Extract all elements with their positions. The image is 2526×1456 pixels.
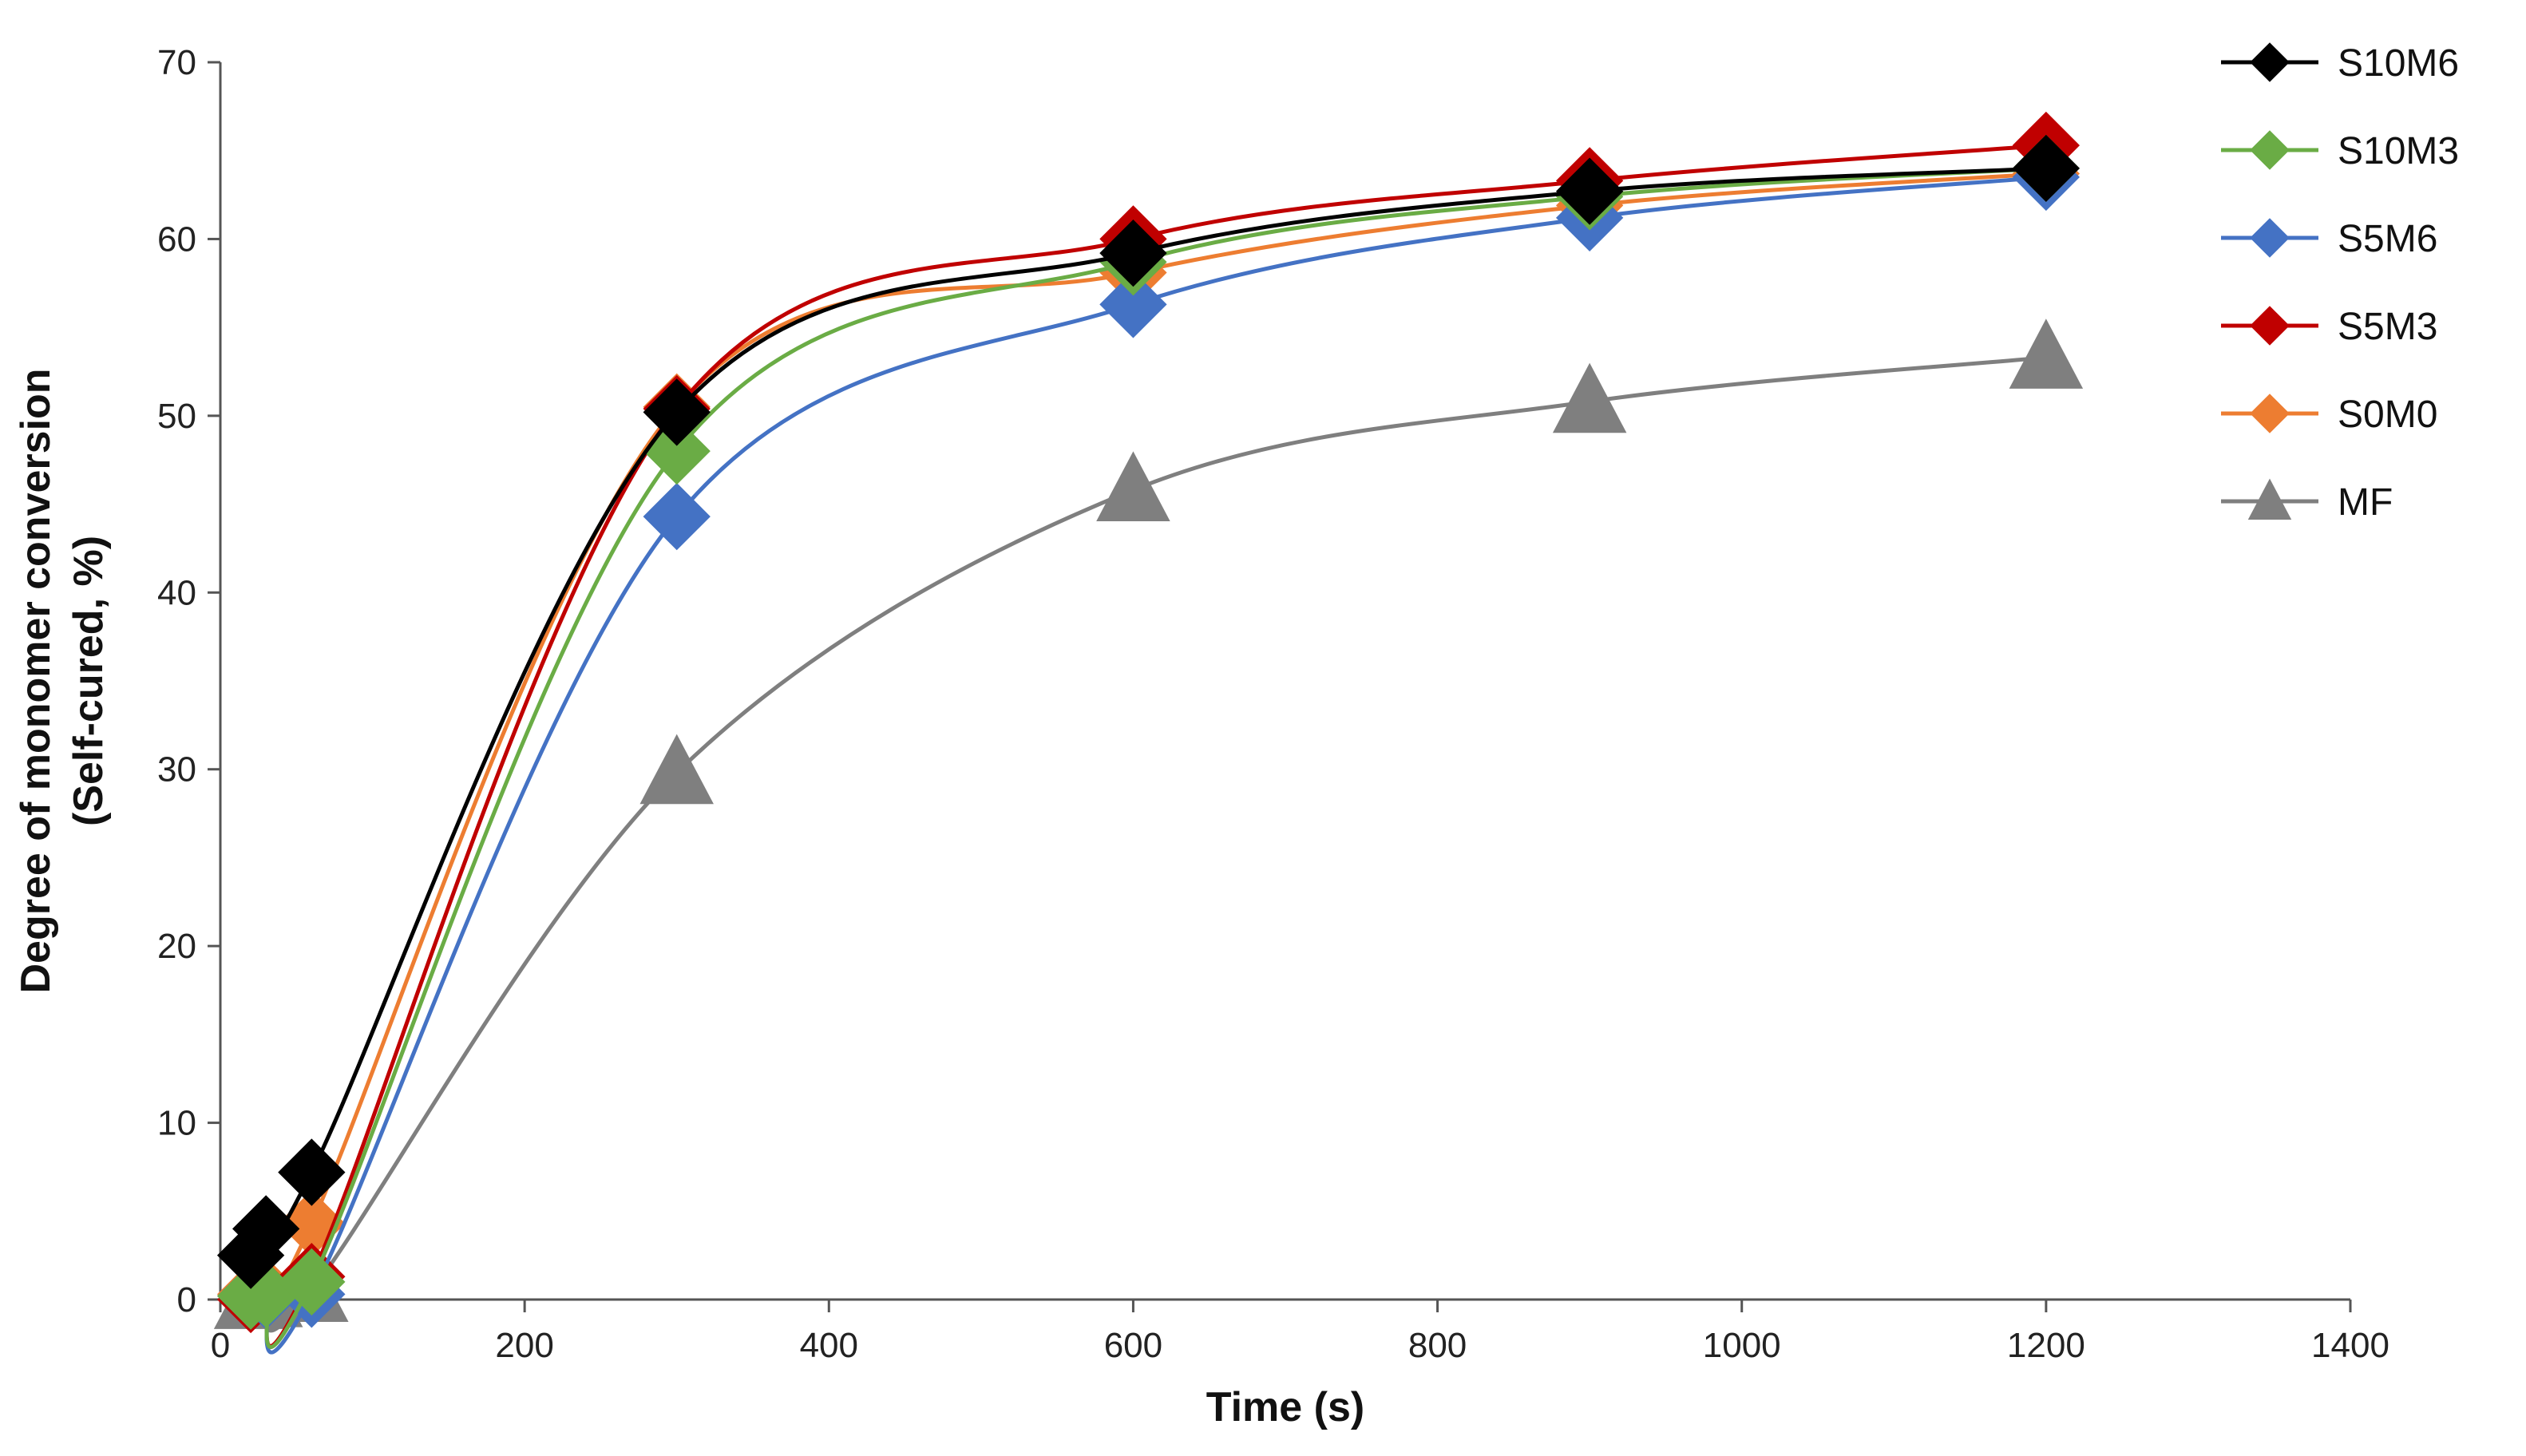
series-line-s10m3 — [250, 166, 2047, 1350]
legend-item-s5m6: S5M6 — [2221, 218, 2437, 260]
legend-label-s10m3: S10M3 — [2338, 130, 2459, 172]
series-mf — [213, 318, 2084, 1333]
axes: 0 200 400 600 800 1000 1200 1400 0 10 20 30 40 50 60 70 — [157, 43, 2389, 1365]
series-line-s0m0 — [250, 172, 2047, 1311]
y-tick-label: 20 — [157, 927, 196, 966]
data-point-s10m3 — [232, 1260, 300, 1328]
y-tick-label: 10 — [157, 1104, 196, 1143]
y-tick-label: 40 — [157, 573, 196, 612]
legend-label-s0m0: S0M0 — [2338, 394, 2437, 436]
legend-label-s10m6: S10M6 — [2338, 42, 2459, 85]
x-tick-label: 0 — [211, 1326, 230, 1365]
legend-marker-mf — [2247, 478, 2292, 520]
series-layer — [213, 111, 2084, 1355]
y-tick-label: 0 — [177, 1280, 196, 1320]
legend-label-s5m6: S5M6 — [2338, 218, 2437, 260]
legend-marker-s10m6 — [2250, 42, 2290, 82]
legend-marker-s5m6 — [2250, 218, 2290, 258]
series-line-s10m6 — [248, 166, 2047, 1256]
y-tick-label: 30 — [157, 750, 196, 789]
data-point-mf — [1096, 451, 1170, 521]
legend-item-s10m3: S10M3 — [2221, 130, 2459, 172]
x-tick-label: 1200 — [2007, 1326, 2085, 1365]
x-tick-label: 1400 — [2311, 1326, 2389, 1365]
data-point-s10m3 — [278, 1248, 346, 1316]
data-point-s10m6 — [643, 378, 711, 446]
x-tick-label: 200 — [495, 1326, 553, 1365]
data-point-s10m6 — [2012, 134, 2081, 203]
series-s10m6 — [216, 134, 2081, 1289]
data-point-mf — [1552, 362, 1627, 433]
y-axis-title-line-1: Degree of monomer conversion — [13, 368, 59, 993]
data-point-s10m6 — [232, 1195, 300, 1263]
x-axis-title: Time (s) — [1206, 1384, 1364, 1430]
x-tick-label: 400 — [800, 1326, 858, 1365]
data-point-s10m6 — [1099, 219, 1167, 287]
legend-label-mf: MF — [2338, 481, 2393, 524]
data-point-s5m6 — [643, 482, 711, 551]
legend-marker-s5m3 — [2250, 306, 2290, 346]
data-point-mf — [639, 734, 714, 805]
data-point-s10m6 — [278, 1138, 346, 1206]
data-point-s5m6 — [1099, 271, 1167, 338]
y-tick-label: 60 — [157, 220, 196, 259]
legend-marker-s10m3 — [2250, 130, 2290, 170]
data-point-s10m6 — [1555, 157, 1624, 225]
legend-item-mf: MF — [2221, 478, 2393, 524]
x-tick-label: 1000 — [1703, 1326, 1781, 1365]
legend: S10M6 S10M3 S5M6 S5M3 S0M0 MF — [2221, 42, 2459, 524]
series-line-s5m6 — [251, 175, 2047, 1355]
legend-label-s5m3: S5M3 — [2338, 306, 2437, 348]
legend-marker-s0m0 — [2250, 394, 2290, 433]
x-tick-label: 600 — [1104, 1326, 1162, 1365]
legend-item-s10m6: S10M6 — [2221, 42, 2459, 85]
y-tick-label: 50 — [157, 397, 196, 436]
legend-item-s5m3: S5M3 — [2221, 306, 2437, 348]
data-point-mf — [2009, 318, 2084, 389]
legend-item-s0m0: S0M0 — [2221, 394, 2437, 436]
y-axis-title-line-2: (Self-cured, %) — [65, 536, 112, 826]
y-tick-label: 70 — [157, 43, 196, 82]
x-tick-label: 800 — [1408, 1326, 1467, 1365]
